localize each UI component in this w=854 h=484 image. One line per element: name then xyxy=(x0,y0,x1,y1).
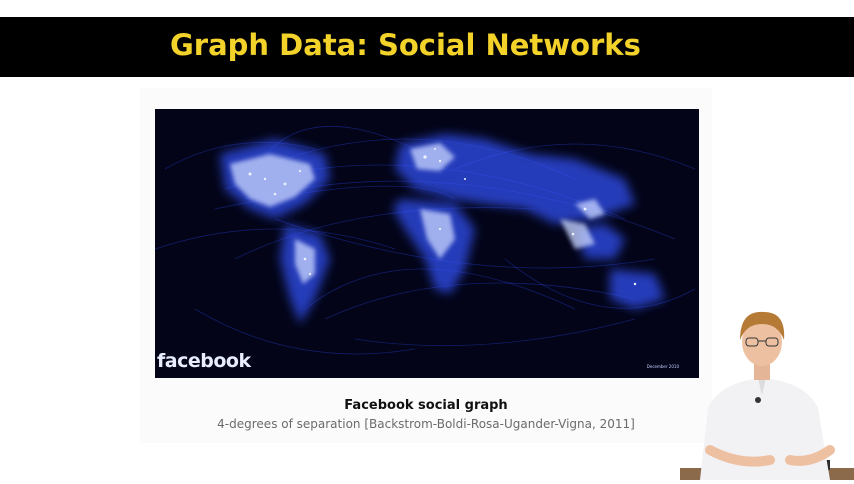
facebook-logo: facebook xyxy=(157,350,251,372)
facebook-social-graph-image: facebook December 2010 xyxy=(155,109,699,378)
presenter-figure xyxy=(680,311,854,480)
presenter-video-image xyxy=(680,300,854,480)
slide-title-bar xyxy=(0,17,854,77)
slide-title: Graph Data: Social Networks xyxy=(170,28,641,62)
map-date-label: December 2010 xyxy=(646,364,679,369)
world-connection-map xyxy=(155,109,699,378)
caption-subtitle: 4-degrees of separation [Backstrom-Boldi… xyxy=(217,417,635,431)
caption-title: Facebook social graph xyxy=(344,398,508,413)
